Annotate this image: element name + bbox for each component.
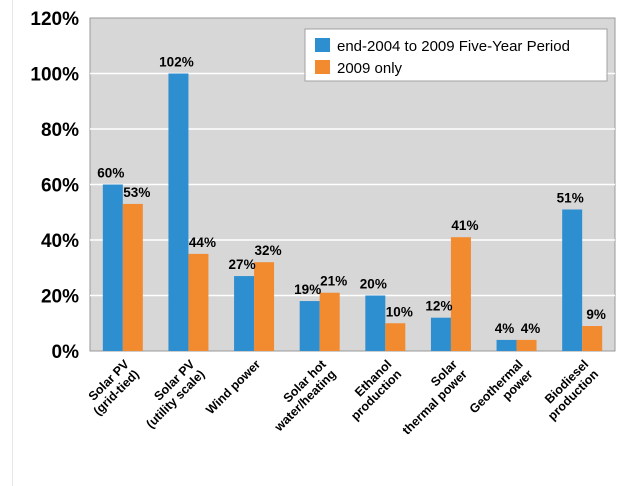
bar-five-year [365, 295, 386, 351]
legend-label: end-2004 to 2009 Five-Year Period [337, 38, 570, 55]
bar-2009-only [516, 339, 537, 351]
y-tick-label: 120% [30, 9, 79, 30]
bar-2009-only [450, 237, 471, 351]
data-label: 51% [557, 190, 584, 205]
legend-swatch [315, 38, 330, 52]
legend-swatch [315, 60, 330, 74]
bar-five-year [562, 209, 583, 351]
bar-2009-only [385, 323, 406, 351]
data-label: 9% [586, 307, 606, 322]
data-label: 19% [294, 282, 321, 297]
bar-2009-only [122, 203, 143, 351]
legend-label: 2009 only [337, 60, 403, 77]
bar-five-year [234, 276, 255, 351]
y-tick-label: 80% [41, 120, 79, 141]
y-tick-label: 40% [41, 231, 79, 252]
data-label: 41% [451, 218, 478, 233]
y-tick-label: 60% [41, 176, 79, 197]
data-label: 32% [255, 243, 282, 258]
legend: end-2004 to 2009 Five-Year Period 2009 on… [304, 28, 608, 82]
data-label: 60% [97, 166, 124, 181]
y-tick-label: 0% [52, 342, 80, 363]
data-label: 102% [159, 55, 194, 70]
bar-five-year [102, 184, 123, 351]
data-label: 44% [189, 235, 216, 250]
data-label: 53% [123, 185, 150, 200]
y-tick-label: 20% [41, 287, 79, 308]
data-label: 10% [386, 304, 413, 319]
data-label: 27% [229, 257, 256, 272]
bar-five-year [299, 301, 320, 351]
bar-five-year [168, 73, 189, 351]
bar-2009-only [582, 326, 603, 351]
bar-2009-only [188, 253, 209, 351]
y-axis-tick-labels: 0% 20% 40% 60% 80% 100% 120% [30, 9, 79, 363]
data-label: 4% [495, 321, 515, 336]
bar-five-year [430, 317, 451, 351]
data-labels: 60% 53% 102% 44% 27%32% 19%21% 20% 10% 12% 41% 4% 4… [97, 55, 606, 336]
data-label: 12% [425, 299, 452, 314]
bars [102, 73, 603, 351]
data-label: 20% [360, 277, 387, 292]
legend-box [304, 28, 608, 82]
bar-five-year [496, 339, 517, 351]
data-label: 21% [320, 274, 347, 289]
bar-2009-only [254, 262, 275, 351]
bar-2009-only [319, 292, 340, 351]
y-tick-label: 100% [30, 65, 79, 86]
data-label: 4% [521, 321, 541, 336]
